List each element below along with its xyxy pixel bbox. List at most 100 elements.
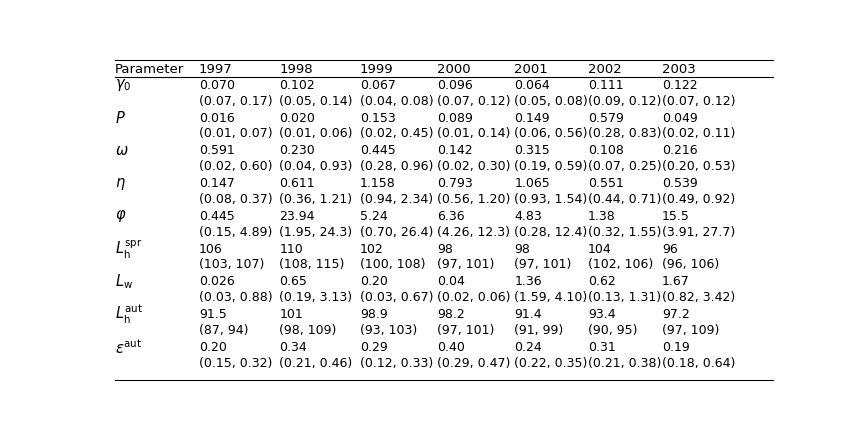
Text: (102, 106): (102, 106) (588, 259, 653, 271)
Text: 0.153: 0.153 (360, 112, 396, 125)
Text: (0.01, 0.06): (0.01, 0.06) (280, 128, 352, 141)
Text: 0.62: 0.62 (588, 276, 616, 289)
Text: (0.13, 1.31): (0.13, 1.31) (588, 291, 662, 304)
Text: (0.02, 0.11): (0.02, 0.11) (662, 128, 735, 141)
Text: $L_{\rm w}$: $L_{\rm w}$ (115, 273, 133, 291)
Text: 1.38: 1.38 (588, 210, 616, 223)
Text: (0.22, 0.35): (0.22, 0.35) (514, 357, 588, 370)
Text: (0.02, 0.30): (0.02, 0.30) (437, 160, 511, 173)
Text: 0.108: 0.108 (588, 145, 624, 158)
Text: 0.611: 0.611 (280, 177, 315, 190)
Text: 1.158: 1.158 (360, 177, 396, 190)
Text: (0.01, 0.07): (0.01, 0.07) (199, 128, 273, 141)
Text: (96, 106): (96, 106) (662, 259, 719, 271)
Text: 0.016: 0.016 (199, 112, 235, 125)
Text: 1.36: 1.36 (514, 276, 542, 289)
Text: 0.111: 0.111 (588, 79, 624, 92)
Text: 5.24: 5.24 (360, 210, 388, 223)
Text: 102: 102 (360, 243, 384, 256)
Text: 0.539: 0.539 (662, 177, 698, 190)
Text: (0.15, 0.32): (0.15, 0.32) (199, 357, 272, 370)
Text: (4.26, 12.3): (4.26, 12.3) (437, 226, 510, 239)
Text: (0.94, 2.34): (0.94, 2.34) (360, 193, 433, 206)
Text: (0.02, 0.45): (0.02, 0.45) (360, 128, 433, 141)
Text: (87, 94): (87, 94) (199, 324, 249, 337)
Text: 1.67: 1.67 (662, 276, 689, 289)
Text: (0.28, 0.96): (0.28, 0.96) (360, 160, 433, 173)
Text: (0.09, 0.12): (0.09, 0.12) (588, 95, 662, 108)
Text: (97, 101): (97, 101) (437, 259, 494, 271)
Text: 4.83: 4.83 (514, 210, 542, 223)
Text: 0.096: 0.096 (437, 79, 473, 92)
Text: 0.34: 0.34 (280, 341, 307, 354)
Text: (0.28, 0.83): (0.28, 0.83) (588, 128, 662, 141)
Text: 0.230: 0.230 (280, 145, 315, 158)
Text: (0.07, 0.17): (0.07, 0.17) (199, 95, 273, 108)
Text: 0.20: 0.20 (199, 341, 227, 354)
Text: 98.9: 98.9 (360, 308, 388, 321)
Text: $\omega$: $\omega$ (115, 144, 128, 158)
Text: 0.591: 0.591 (199, 145, 235, 158)
Text: $P$: $P$ (115, 110, 126, 126)
Text: (97, 109): (97, 109) (662, 324, 720, 337)
Text: (0.49, 0.92): (0.49, 0.92) (662, 193, 735, 206)
Text: (0.02, 0.06): (0.02, 0.06) (437, 291, 511, 304)
Text: 0.026: 0.026 (199, 276, 235, 289)
Text: 93.4: 93.4 (588, 308, 616, 321)
Text: (97, 101): (97, 101) (437, 324, 494, 337)
Text: 110: 110 (280, 243, 303, 256)
Text: (0.07, 0.12): (0.07, 0.12) (437, 95, 511, 108)
Text: (0.08, 0.37): (0.08, 0.37) (199, 193, 273, 206)
Text: 101: 101 (280, 308, 303, 321)
Text: (0.82, 3.42): (0.82, 3.42) (662, 291, 735, 304)
Text: (0.15, 4.89): (0.15, 4.89) (199, 226, 272, 239)
Text: 15.5: 15.5 (662, 210, 690, 223)
Text: 0.793: 0.793 (437, 177, 473, 190)
Text: 1999: 1999 (360, 63, 393, 76)
Text: 98: 98 (437, 243, 453, 256)
Text: 0.19: 0.19 (662, 341, 689, 354)
Text: (108, 115): (108, 115) (280, 259, 345, 271)
Text: (0.44, 0.71): (0.44, 0.71) (588, 193, 662, 206)
Text: (1.95, 24.3): (1.95, 24.3) (280, 226, 352, 239)
Text: 0.29: 0.29 (360, 341, 388, 354)
Text: 2001: 2001 (514, 63, 548, 76)
Text: 2003: 2003 (662, 63, 695, 76)
Text: 97.2: 97.2 (662, 308, 689, 321)
Text: (0.06, 0.56): (0.06, 0.56) (514, 128, 588, 141)
Text: (97, 101): (97, 101) (514, 259, 572, 271)
Text: (0.93, 1.54): (0.93, 1.54) (514, 193, 587, 206)
Text: 0.102: 0.102 (280, 79, 315, 92)
Text: 98.2: 98.2 (437, 308, 465, 321)
Text: (0.20, 0.53): (0.20, 0.53) (662, 160, 735, 173)
Text: 0.445: 0.445 (199, 210, 235, 223)
Text: (0.28, 12.4): (0.28, 12.4) (514, 226, 587, 239)
Text: 91.5: 91.5 (199, 308, 227, 321)
Text: (0.03, 0.88): (0.03, 0.88) (199, 291, 273, 304)
Text: $L_{\rm h}^{\rm aut}$: $L_{\rm h}^{\rm aut}$ (115, 303, 143, 326)
Text: (0.21, 0.38): (0.21, 0.38) (588, 357, 662, 370)
Text: 0.216: 0.216 (662, 145, 698, 158)
Text: (91, 99): (91, 99) (514, 324, 564, 337)
Text: 0.020: 0.020 (280, 112, 315, 125)
Text: $\varphi$: $\varphi$ (115, 208, 126, 224)
Text: 1997: 1997 (199, 63, 233, 76)
Text: (98, 109): (98, 109) (280, 324, 337, 337)
Text: (0.07, 0.25): (0.07, 0.25) (588, 160, 662, 173)
Text: 0.315: 0.315 (514, 145, 550, 158)
Text: $\gamma_0$: $\gamma_0$ (115, 78, 132, 93)
Text: 96: 96 (662, 243, 678, 256)
Text: (1.59, 4.10): (1.59, 4.10) (514, 291, 587, 304)
Text: (3.91, 27.7): (3.91, 27.7) (662, 226, 735, 239)
Text: $\eta$: $\eta$ (115, 176, 126, 192)
Text: (0.56, 1.20): (0.56, 1.20) (437, 193, 510, 206)
Text: 0.070: 0.070 (199, 79, 235, 92)
Text: (0.05, 0.08): (0.05, 0.08) (514, 95, 588, 108)
Text: (0.01, 0.14): (0.01, 0.14) (437, 128, 510, 141)
Text: (0.32, 1.55): (0.32, 1.55) (588, 226, 662, 239)
Text: Parameter: Parameter (115, 63, 184, 76)
Text: 0.24: 0.24 (514, 341, 542, 354)
Text: 0.089: 0.089 (437, 112, 473, 125)
Text: 104: 104 (588, 243, 612, 256)
Text: 98: 98 (514, 243, 530, 256)
